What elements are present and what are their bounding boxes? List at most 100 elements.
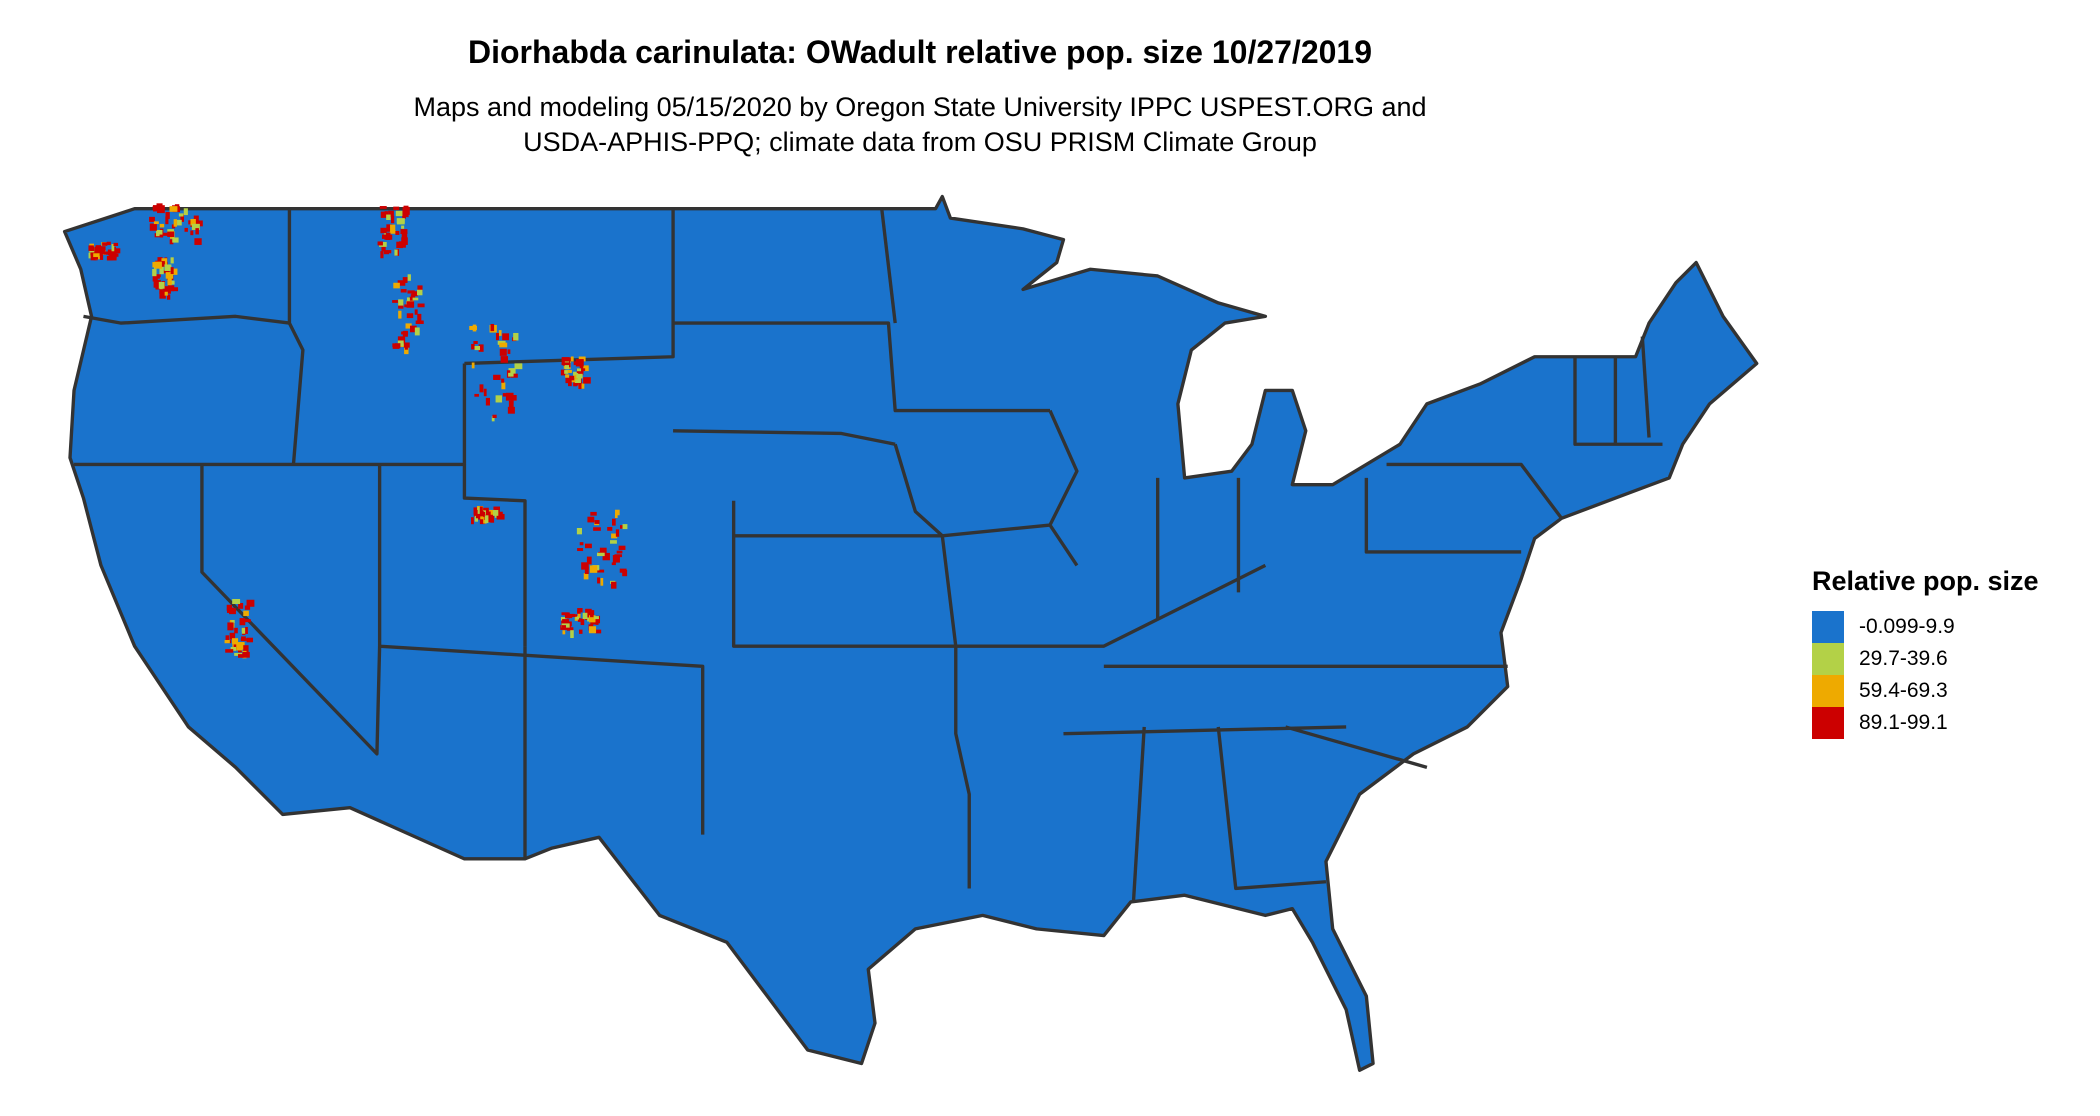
- hotspot-cell: [400, 289, 407, 293]
- hotspot-cell: [246, 637, 254, 643]
- hotspot-cell: [474, 515, 479, 522]
- hotspot-cell: [393, 206, 400, 211]
- hotspot-cell: [508, 372, 514, 377]
- hotspot-cell: [507, 406, 515, 414]
- hotspot-cell: [567, 369, 572, 373]
- hotspot-cell: [573, 381, 578, 387]
- hotspot-cell: [193, 215, 199, 221]
- hotspot-cell: [485, 512, 489, 518]
- hotspot-cell: [396, 241, 403, 249]
- map-title: Diorhabda carinulata: OWadult relative p…: [468, 34, 1372, 70]
- hotspot-cell: [415, 320, 424, 324]
- hotspot-cell: [471, 362, 475, 369]
- hotspot-cell: [491, 416, 495, 422]
- hotspot-cell: [159, 223, 165, 228]
- hotspot-cell: [615, 529, 620, 537]
- hotspot-cell: [417, 303, 425, 308]
- hotspot-cell: [561, 362, 570, 366]
- hotspot-cell: [406, 301, 415, 308]
- hotspot-cell: [242, 651, 250, 658]
- hotspot-cell: [561, 625, 567, 628]
- hotspot-cell: [583, 377, 591, 384]
- hotspot-cell: [574, 374, 578, 380]
- hotspot-cell: [508, 368, 516, 374]
- hotspot-cell: [243, 619, 251, 623]
- legend-label: 59.4-69.3: [1859, 679, 1948, 702]
- hotspot-cell: [477, 507, 481, 514]
- hotspot-cell: [395, 230, 400, 235]
- legend-swatch: [1812, 707, 1844, 739]
- hotspot-cell: [490, 323, 495, 332]
- hotspot-cell: [584, 543, 592, 549]
- hotspot-cell: [502, 333, 510, 341]
- hotspot-cell: [184, 227, 188, 232]
- hotspot-cell: [578, 382, 582, 390]
- hotspot-cell: [106, 256, 113, 261]
- hotspot-cell: [479, 516, 485, 525]
- hotspot-cell: [103, 251, 109, 255]
- hotspot-cell: [390, 224, 396, 233]
- hotspot-cell: [573, 361, 577, 366]
- hotspot-cell: [565, 377, 572, 384]
- hotspot-cell: [571, 379, 576, 383]
- hotspot-cell: [595, 622, 599, 625]
- hotspot-cell: [599, 547, 607, 554]
- hotspot-cell: [510, 398, 514, 404]
- hotspot-cell: [582, 612, 588, 620]
- hotspot-cell: [568, 381, 572, 387]
- hotspot-cell: [225, 649, 234, 653]
- hotspot-cell: [577, 609, 581, 614]
- legend-item: -0.099-9.9: [1812, 611, 2039, 643]
- hotspot-cell: [159, 266, 164, 275]
- hotspot-cell: [195, 220, 203, 227]
- hotspot-cell: [240, 638, 247, 642]
- hotspot-cell: [99, 254, 104, 260]
- us-outline: [62, 194, 1759, 1072]
- hotspot-cell: [102, 242, 108, 246]
- hotspot-cell: [479, 506, 483, 515]
- hotspot-cell: [244, 605, 251, 610]
- hotspot-cell: [392, 343, 397, 348]
- hotspot-cell: [401, 225, 405, 229]
- hotspot-cell: [508, 400, 514, 408]
- hotspot-cell: [582, 365, 589, 372]
- hotspot-cell: [579, 542, 584, 546]
- hotspot-cell: [392, 300, 398, 303]
- hotspot-cell: [487, 511, 491, 517]
- hotspot-cell: [416, 289, 423, 296]
- hotspot-cell: [165, 211, 170, 219]
- hotspot-cell: [589, 565, 598, 573]
- hotspot-cell: [560, 369, 566, 376]
- hotspot-cell: [152, 275, 158, 282]
- hotspot-cell: [157, 205, 165, 214]
- legend-label: 89.1-99.1: [1859, 711, 1948, 734]
- hotspot-cell: [564, 612, 570, 619]
- hotspot-cell: [398, 299, 404, 306]
- hotspot-cell: [156, 275, 160, 279]
- hotspot-cell: [164, 291, 168, 296]
- hotspot-cell: [587, 516, 595, 523]
- hotspot-cell: [397, 336, 406, 343]
- hotspot-cell: [478, 344, 484, 352]
- hotspot-cell: [191, 223, 200, 230]
- hotspot-cell: [397, 340, 404, 347]
- hotspot-cell: [93, 253, 100, 258]
- state-borders: [74, 208, 1663, 903]
- hotspot-cell: [380, 251, 384, 259]
- hotspot-cell: [576, 373, 583, 379]
- hotspot-cell: [401, 231, 408, 239]
- hotspot-cell: [471, 517, 474, 525]
- hotspot-cell: [113, 242, 119, 246]
- hotspot-cell: [407, 274, 411, 281]
- hotspot-cell: [158, 281, 165, 289]
- hotspot-cell: [590, 614, 594, 618]
- hotspot-cell: [380, 211, 388, 218]
- hotspot-cell: [111, 244, 115, 252]
- hotspot-cell: [610, 540, 617, 544]
- hotspot-cell: [472, 324, 477, 332]
- hotspot-cell: [238, 654, 244, 658]
- hotspot-cell: [401, 237, 408, 245]
- subtitle-line-2: USDA-APHIS-PPQ; climate data from OSU PR…: [523, 127, 1317, 157]
- hotspot-cell: [162, 232, 169, 236]
- hotspot-cell: [152, 205, 157, 211]
